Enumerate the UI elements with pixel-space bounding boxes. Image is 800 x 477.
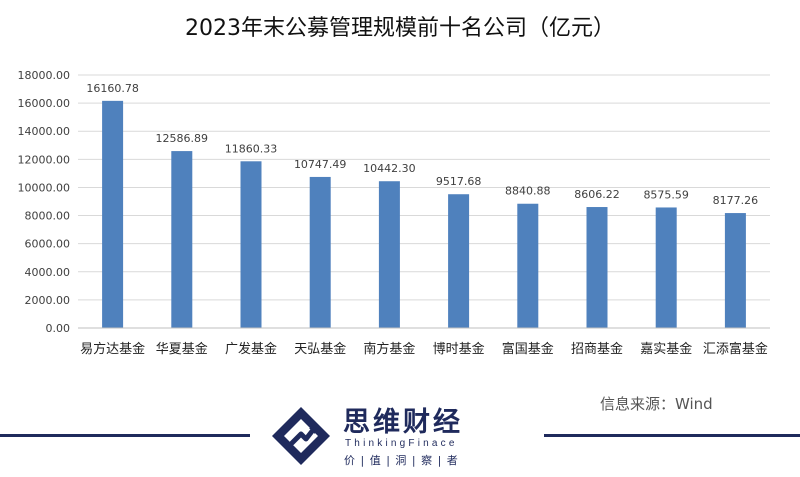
bar (448, 194, 470, 328)
x-tick-label: 南方基金 (363, 341, 415, 357)
x-tick-label: 易方达基金 (80, 341, 145, 357)
bar (517, 203, 539, 328)
y-tick-label: 12000.00 (18, 153, 71, 166)
brand-name-cn: 思维财经 (343, 407, 463, 438)
x-tick-label: 嘉实基金 (640, 341, 692, 357)
bar (378, 181, 400, 328)
x-tick-label: 博时基金 (433, 341, 485, 357)
y-tick-label: 2000.00 (25, 294, 71, 307)
y-tick-label: 10000.00 (18, 181, 71, 194)
bar (655, 207, 677, 328)
data-label: 11860.33 (225, 142, 278, 155)
brand-slogan: 价 | 值 | 洞 | 察 | 者 (344, 454, 459, 467)
x-tick-label: 富国基金 (502, 341, 554, 357)
y-tick-label: 16000.00 (18, 97, 71, 110)
divider-left (0, 434, 250, 437)
data-label: 8840.88 (505, 185, 551, 198)
y-tick-label: 4000.00 (25, 266, 71, 279)
bar (724, 213, 746, 328)
data-label: 8177.26 (713, 194, 759, 207)
x-tick-label: 天弘基金 (294, 341, 346, 357)
x-tick-label: 广发基金 (225, 341, 277, 357)
data-label: 16160.78 (86, 82, 139, 95)
data-label: 10747.49 (294, 158, 347, 171)
y-tick-label: 0.00 (46, 322, 71, 335)
data-label: 8575.59 (643, 188, 689, 201)
divider-right (544, 434, 800, 437)
data-label: 12586.89 (156, 132, 209, 145)
y-tick-label: 14000.00 (18, 125, 71, 138)
bar (171, 151, 193, 328)
bar (309, 176, 331, 328)
data-label: 10442.30 (363, 162, 416, 175)
bar (102, 100, 124, 328)
x-tick-label: 招商基金 (571, 341, 623, 357)
data-label: 8606.22 (574, 188, 620, 201)
chart-title: 2023年末公募管理规模前十名公司（亿元） (185, 16, 615, 41)
brand-name-en: ThinkingFinace (345, 438, 458, 449)
y-tick-label: 8000.00 (25, 210, 71, 223)
bar (240, 161, 262, 328)
bar (586, 207, 608, 328)
source-note: 信息来源：Wind (600, 395, 713, 413)
y-tick-label: 6000.00 (25, 238, 71, 251)
x-tick-label: 华夏基金 (156, 341, 208, 357)
y-tick-label: 18000.00 (18, 69, 71, 82)
thinkingfinace-logo-icon (268, 403, 334, 469)
x-tick-label: 汇添富基金 (703, 341, 768, 357)
data-label: 9517.68 (436, 175, 482, 188)
